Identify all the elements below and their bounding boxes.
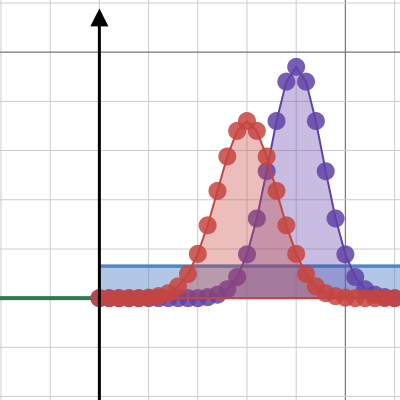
data-point [297,72,316,91]
data-point [218,147,237,166]
data-point [267,112,286,131]
data-point [178,265,197,284]
data-point [297,265,316,284]
data-point [326,209,345,228]
data-point [247,121,266,140]
data-point [237,245,256,264]
data-point [277,216,296,235]
data-point [287,244,306,263]
data-point [267,181,286,200]
data-point [346,267,365,286]
data-point [257,147,276,166]
data-point [188,244,207,263]
data-point [306,112,325,131]
data-point [287,57,306,76]
data-point [385,289,400,308]
data-point [228,267,247,286]
data-point [247,209,266,228]
data-point [336,245,355,264]
data-point [316,162,335,181]
data-point [198,216,217,235]
data-point [208,181,227,200]
plot-area [0,57,400,308]
data-point [218,280,237,299]
data-point [277,72,296,91]
data-point [169,277,188,296]
